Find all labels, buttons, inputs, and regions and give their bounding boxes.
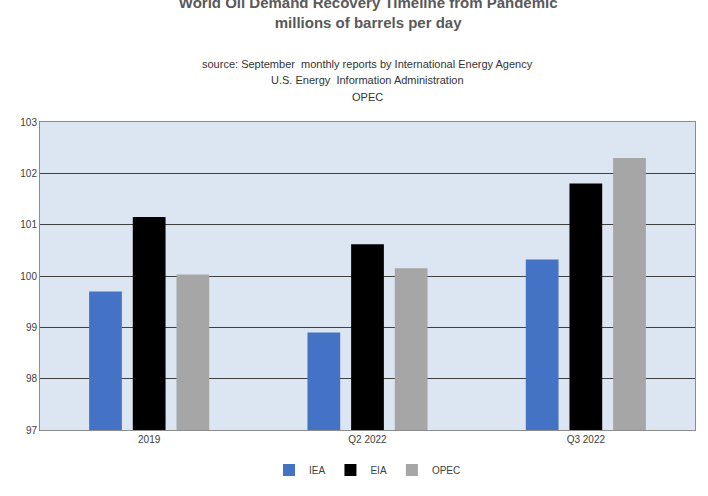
- svg-text:IEA: IEA: [309, 465, 325, 476]
- svg-text:U.S. Energy Information Admin: U.S. Energy Information Administration: [271, 74, 464, 86]
- svg-text:2019: 2019: [138, 434, 161, 445]
- svg-text:97: 97: [26, 425, 38, 436]
- svg-text:102: 102: [20, 168, 37, 179]
- svg-text:101: 101: [20, 219, 37, 230]
- svg-text:98: 98: [26, 373, 38, 384]
- svg-text:source: September monthly rep: source: September monthly reports by Int…: [202, 58, 533, 70]
- svg-text:Q2 2022: Q2 2022: [348, 434, 387, 445]
- svg-text:100: 100: [20, 271, 37, 282]
- svg-text:Q3 2022: Q3 2022: [567, 434, 606, 445]
- svg-text:OPEC: OPEC: [432, 465, 460, 476]
- svg-text:OPEC: OPEC: [352, 91, 383, 103]
- svg-text:EIA: EIA: [370, 465, 386, 476]
- svg-text:103: 103: [20, 117, 37, 128]
- svg-text:99: 99: [26, 322, 38, 333]
- svg-text:World Oil Demand Recovery Time: World Oil Demand Recovery Timeline from …: [179, 0, 558, 31]
